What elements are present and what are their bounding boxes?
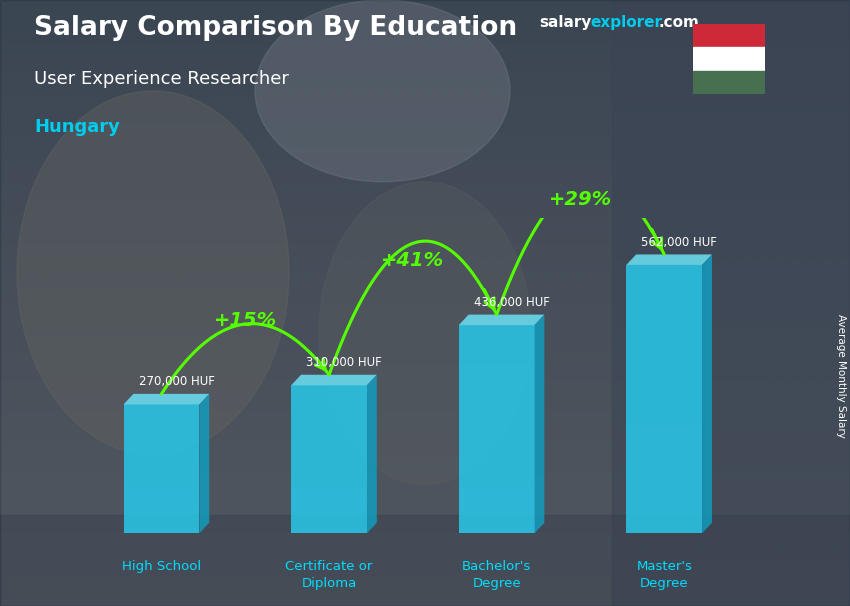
Text: Master's
Degree: Master's Degree xyxy=(637,559,692,590)
Polygon shape xyxy=(702,255,712,533)
Bar xyxy=(693,47,765,71)
Text: salary: salary xyxy=(540,15,592,30)
Text: 270,000 HUF: 270,000 HUF xyxy=(139,375,215,388)
Polygon shape xyxy=(292,385,367,533)
Polygon shape xyxy=(123,394,209,404)
Bar xyxy=(693,71,765,94)
Text: .com: .com xyxy=(659,15,700,30)
Text: explorer: explorer xyxy=(591,15,663,30)
Text: Bachelor's
Degree: Bachelor's Degree xyxy=(462,559,531,590)
Ellipse shape xyxy=(255,0,510,182)
Polygon shape xyxy=(200,394,209,533)
Polygon shape xyxy=(367,375,377,533)
Polygon shape xyxy=(626,265,702,533)
Text: +29%: +29% xyxy=(549,190,612,210)
Text: +41%: +41% xyxy=(382,251,445,270)
Ellipse shape xyxy=(17,91,289,454)
Text: User Experience Researcher: User Experience Researcher xyxy=(34,70,289,88)
Polygon shape xyxy=(123,404,200,533)
Text: High School: High School xyxy=(122,559,201,573)
Bar xyxy=(612,0,850,606)
Text: 310,000 HUF: 310,000 HUF xyxy=(306,356,382,369)
Bar xyxy=(0,515,850,606)
Ellipse shape xyxy=(319,182,531,485)
Bar xyxy=(693,24,765,47)
Text: +15%: +15% xyxy=(213,311,277,330)
Text: 436,000 HUF: 436,000 HUF xyxy=(474,296,550,309)
Polygon shape xyxy=(459,315,544,325)
Text: 562,000 HUF: 562,000 HUF xyxy=(642,236,717,248)
Polygon shape xyxy=(535,315,544,533)
Text: Salary Comparison By Education: Salary Comparison By Education xyxy=(34,15,517,41)
Text: Hungary: Hungary xyxy=(34,118,120,136)
Polygon shape xyxy=(292,375,377,385)
Polygon shape xyxy=(459,325,535,533)
Text: Certificate or
Diploma: Certificate or Diploma xyxy=(286,559,373,590)
Text: Average Monthly Salary: Average Monthly Salary xyxy=(836,314,846,438)
Polygon shape xyxy=(626,255,712,265)
